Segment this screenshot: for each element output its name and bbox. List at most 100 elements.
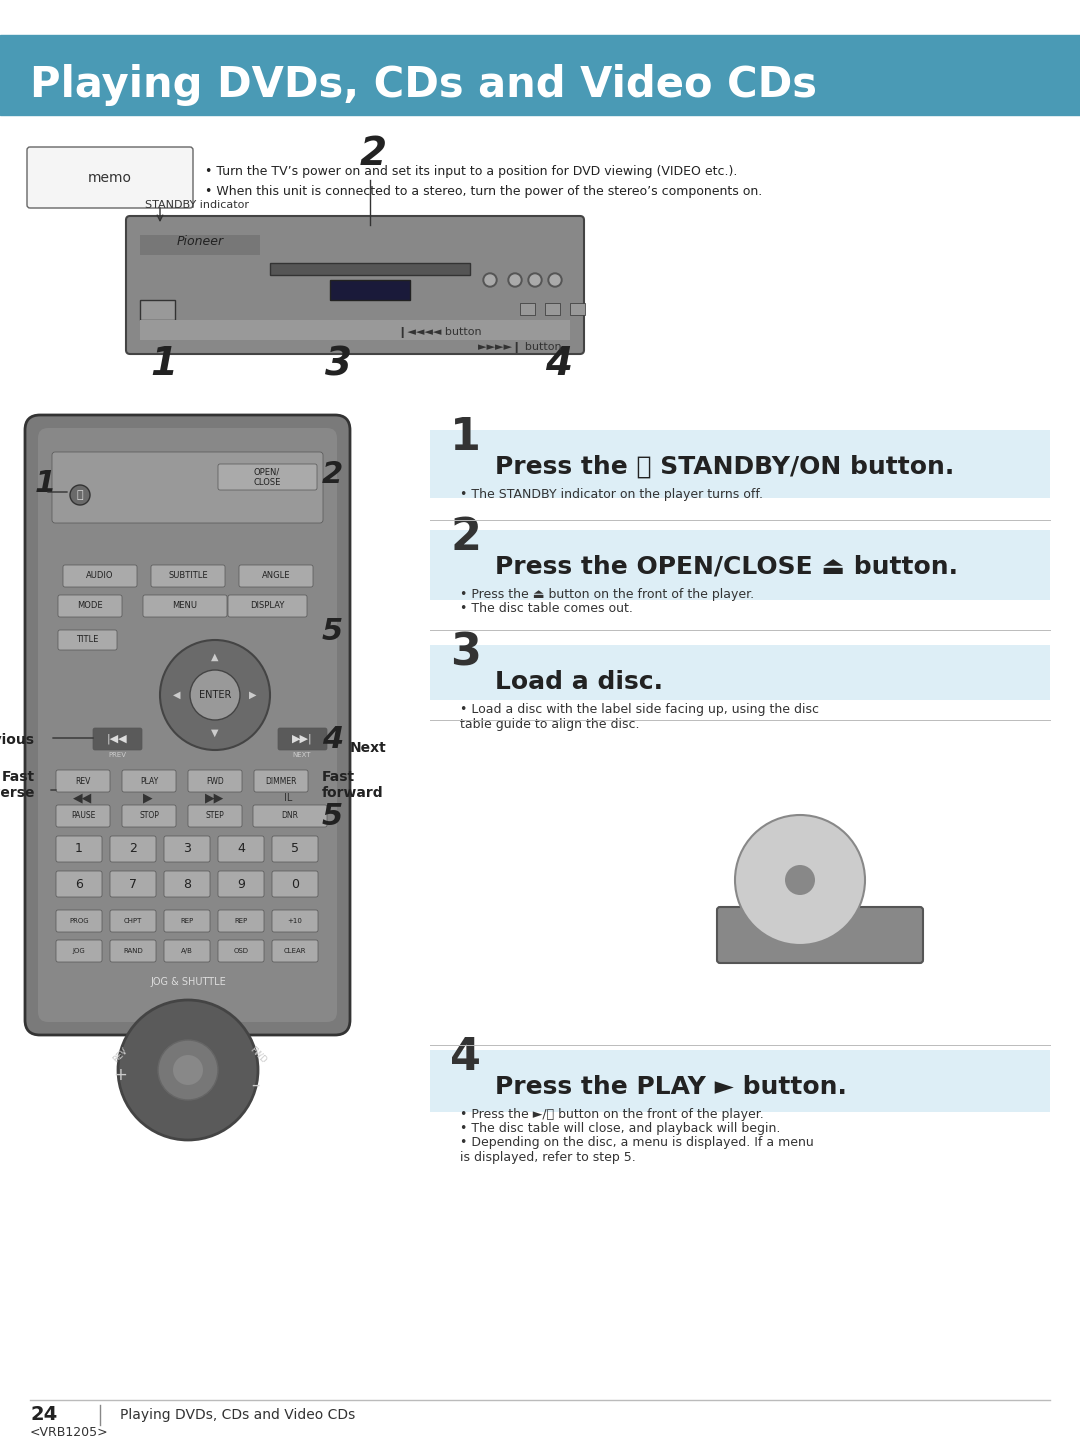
Bar xyxy=(430,530,1050,600)
Text: PROG: PROG xyxy=(69,918,89,924)
Text: A/B: A/B xyxy=(181,948,193,954)
FancyBboxPatch shape xyxy=(52,452,323,522)
Text: 2: 2 xyxy=(130,842,137,856)
Text: OSD: OSD xyxy=(233,948,248,954)
Text: REV: REV xyxy=(111,1046,130,1065)
Text: 3: 3 xyxy=(325,345,352,383)
Text: RAND: RAND xyxy=(123,948,143,954)
FancyBboxPatch shape xyxy=(56,836,102,862)
Text: OPEN/
CLOSE: OPEN/ CLOSE xyxy=(254,468,281,486)
Text: ANGLE: ANGLE xyxy=(261,571,291,580)
Text: 5: 5 xyxy=(322,802,343,830)
FancyBboxPatch shape xyxy=(218,909,264,932)
FancyBboxPatch shape xyxy=(93,728,141,750)
FancyBboxPatch shape xyxy=(63,566,137,587)
Text: <VRB1205>: <VRB1205> xyxy=(30,1426,109,1439)
FancyBboxPatch shape xyxy=(110,940,156,963)
Text: • Load a disc with the label side facing up, using the disc
table guide to align: • Load a disc with the label side facing… xyxy=(460,704,819,731)
Text: ▲: ▲ xyxy=(212,652,219,662)
Bar xyxy=(270,263,470,275)
Bar xyxy=(330,281,410,299)
Text: 4: 4 xyxy=(450,1036,481,1079)
FancyBboxPatch shape xyxy=(278,728,327,750)
Text: ▶▶: ▶▶ xyxy=(205,791,225,804)
FancyBboxPatch shape xyxy=(717,907,923,963)
Text: • Press the ►/⏸ button on the front of the player.: • Press the ►/⏸ button on the front of t… xyxy=(460,1108,764,1121)
FancyBboxPatch shape xyxy=(164,909,210,932)
Text: Press the ⏻ STANDBY/ON button.: Press the ⏻ STANDBY/ON button. xyxy=(495,455,955,479)
FancyBboxPatch shape xyxy=(58,594,122,617)
FancyBboxPatch shape xyxy=(110,836,156,862)
FancyBboxPatch shape xyxy=(56,770,110,791)
Circle shape xyxy=(530,275,540,285)
Text: 7: 7 xyxy=(129,878,137,891)
Text: PREV: PREV xyxy=(108,753,126,758)
Text: 0: 0 xyxy=(291,878,299,891)
FancyBboxPatch shape xyxy=(272,836,318,862)
FancyBboxPatch shape xyxy=(110,871,156,896)
Text: ▶: ▶ xyxy=(249,689,257,699)
Text: 9: 9 xyxy=(238,878,245,891)
Text: STEP: STEP xyxy=(205,812,225,820)
Bar xyxy=(140,235,260,255)
Text: +: + xyxy=(113,1066,127,1084)
Text: ENTER: ENTER xyxy=(199,689,231,699)
Text: 2: 2 xyxy=(450,517,481,558)
Bar xyxy=(430,645,1050,699)
FancyBboxPatch shape xyxy=(143,594,227,617)
Text: PLAY: PLAY xyxy=(140,777,158,786)
Bar xyxy=(570,304,585,315)
FancyBboxPatch shape xyxy=(164,836,210,862)
FancyBboxPatch shape xyxy=(164,871,210,896)
Circle shape xyxy=(548,273,562,286)
FancyBboxPatch shape xyxy=(253,804,327,827)
FancyBboxPatch shape xyxy=(126,216,584,354)
FancyBboxPatch shape xyxy=(122,770,176,791)
Text: 8: 8 xyxy=(183,878,191,891)
FancyBboxPatch shape xyxy=(218,871,264,896)
Circle shape xyxy=(158,1040,218,1099)
Bar xyxy=(0,35,1080,115)
Text: REP: REP xyxy=(234,918,247,924)
Text: Pioneer: Pioneer xyxy=(176,235,224,248)
FancyBboxPatch shape xyxy=(239,566,313,587)
FancyBboxPatch shape xyxy=(151,566,225,587)
Text: 3: 3 xyxy=(450,630,481,673)
Text: FWD: FWD xyxy=(206,777,224,786)
Text: MODE: MODE xyxy=(77,602,103,610)
Text: ▶: ▶ xyxy=(144,791,152,804)
Text: ▶▶|: ▶▶| xyxy=(292,734,312,744)
Text: 1: 1 xyxy=(35,469,56,498)
Text: 1: 1 xyxy=(150,345,177,383)
Text: 1: 1 xyxy=(450,416,481,459)
Text: 2: 2 xyxy=(322,460,343,489)
Text: Next: Next xyxy=(350,741,387,755)
Text: REV: REV xyxy=(76,777,91,786)
Text: ⏻: ⏻ xyxy=(77,491,83,499)
FancyBboxPatch shape xyxy=(56,871,102,896)
Text: 24: 24 xyxy=(30,1406,57,1425)
Text: STANDBY indicator: STANDBY indicator xyxy=(145,200,249,210)
FancyBboxPatch shape xyxy=(110,909,156,932)
Text: 5: 5 xyxy=(322,617,343,646)
FancyBboxPatch shape xyxy=(188,804,242,827)
FancyBboxPatch shape xyxy=(56,804,110,827)
Text: • The disc table comes out.: • The disc table comes out. xyxy=(460,602,633,614)
Text: NEXT: NEXT xyxy=(293,753,311,758)
Text: 1: 1 xyxy=(76,842,83,856)
Circle shape xyxy=(70,485,90,505)
Text: ◀: ◀ xyxy=(173,689,180,699)
Text: JOG & SHUTTLE: JOG & SHUTTLE xyxy=(150,977,226,987)
FancyBboxPatch shape xyxy=(188,770,242,791)
FancyBboxPatch shape xyxy=(272,871,318,896)
Text: DISPLAY: DISPLAY xyxy=(249,602,284,610)
Circle shape xyxy=(118,1000,258,1140)
FancyBboxPatch shape xyxy=(58,630,117,650)
Text: FWD: FWD xyxy=(248,1045,268,1065)
FancyBboxPatch shape xyxy=(272,940,318,963)
FancyBboxPatch shape xyxy=(56,940,102,963)
Bar xyxy=(430,430,1050,498)
FancyBboxPatch shape xyxy=(272,909,318,932)
Circle shape xyxy=(550,275,561,285)
Circle shape xyxy=(485,275,495,285)
